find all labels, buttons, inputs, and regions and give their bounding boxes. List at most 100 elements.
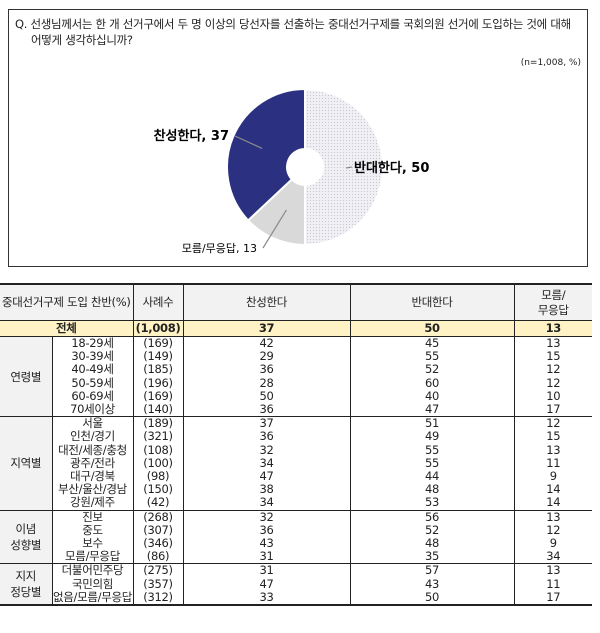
- row-label: 더불어민주당: [52, 563, 134, 578]
- value-cell: 9: [513, 469, 593, 484]
- value-cell: 37: [182, 416, 351, 431]
- value-cell: 55: [349, 350, 515, 364]
- row-label: 중도: [82, 522, 103, 537]
- value-cell: 12: [513, 523, 593, 538]
- row-label: 진보: [52, 509, 134, 524]
- value-cell: 33: [182, 590, 351, 607]
- value-cell: 60: [349, 376, 515, 390]
- table-row: 이념 성향별 진보 (268) 32 56 13: [0, 509, 593, 564]
- value-cell: 34: [182, 496, 351, 511]
- slice-0: [304, 87, 384, 247]
- sample-count: (196): [132, 376, 184, 390]
- value-cell: 36: [182, 430, 351, 444]
- value-cell: 45: [349, 336, 515, 351]
- sample-count: (357): [132, 577, 184, 591]
- value-cell: 15: [513, 350, 593, 364]
- value-cell: 53: [349, 496, 515, 511]
- value-cell: 43: [349, 577, 515, 591]
- table-row: 70세이상 (140) 36 47 17: [0, 402, 593, 417]
- row-label: 서울: [52, 416, 134, 431]
- value-cell: 52: [349, 363, 515, 377]
- table-row: 중도 (307) 36 52 12: [0, 522, 593, 538]
- value-cell: 40: [349, 389, 515, 404]
- sample-count: (185): [132, 363, 184, 377]
- value-cell: 13: [513, 443, 593, 457]
- value-cell: 11: [513, 577, 593, 591]
- value-cell: 34: [182, 456, 351, 471]
- sample-count: (268): [132, 509, 184, 524]
- total-row: 전체 (1,008) 37 50 13: [0, 320, 593, 337]
- value-cell: 15: [513, 430, 593, 444]
- value-cell: 14: [513, 483, 593, 497]
- row-label: 없음/모름/무응답: [52, 589, 134, 607]
- sample-count: (312): [132, 590, 184, 607]
- value-cell: 32: [182, 443, 351, 457]
- sample-count: (321): [132, 430, 184, 444]
- sample-count: (98): [132, 469, 184, 484]
- value-cell: 38: [182, 483, 351, 497]
- value-cell: 42: [182, 336, 351, 351]
- row-label: 강원/제주: [70, 495, 115, 510]
- row-label: 30-39세: [71, 349, 114, 364]
- leader-line-0: [345, 166, 352, 169]
- value-cell: 17: [513, 403, 593, 417]
- table-row: 국민의힘 (357) 47 43 11: [0, 577, 593, 591]
- sample-count: (42): [132, 496, 184, 511]
- value-cell: 47: [182, 577, 351, 591]
- sample-count: (189): [132, 416, 184, 431]
- value-cell: 37: [182, 320, 351, 337]
- table-row: 50-59세 (196) 28 60 12: [0, 376, 593, 390]
- group-label: 이념 성향별: [0, 509, 53, 564]
- sample-count: (307): [132, 523, 184, 538]
- leader-line-2: [234, 135, 263, 149]
- table-row: 없음/모름/무응답 (312) 33 50 17: [0, 589, 593, 607]
- value-cell: 13: [513, 563, 593, 578]
- table-row: 강원/제주 (42) 34 53 14: [0, 495, 593, 511]
- sample-count: (169): [132, 336, 184, 351]
- value-cell: 13: [513, 509, 593, 524]
- value-cell: 12: [513, 416, 593, 431]
- row-label: 40-49세: [71, 362, 114, 377]
- sample-count: (275): [132, 563, 184, 578]
- header-cell: 반대한다: [349, 283, 515, 321]
- value-cell: 9: [513, 536, 593, 551]
- value-cell: 34: [513, 550, 593, 564]
- value-cell: 50: [182, 389, 351, 404]
- value-cell: 31: [182, 550, 351, 564]
- value-cell: 12: [513, 376, 593, 390]
- group-label: 연령별: [0, 336, 53, 417]
- table-row: 60-69세 (169) 50 40 10: [0, 388, 593, 404]
- question-text: Q. 선생님께서는 한 개 선거구에서 두 명 이상의 당선자를 선출하는 중대…: [15, 17, 571, 31]
- sample-count: (150): [132, 483, 184, 497]
- row-label: 광주/전라: [70, 455, 115, 470]
- header-cell: 찬성한다: [182, 283, 351, 321]
- value-cell: 47: [349, 403, 515, 417]
- value-cell: 13: [513, 336, 593, 351]
- value-cell: 35: [349, 550, 515, 564]
- value-cell: 55: [349, 443, 515, 457]
- table-row: 광주/전라 (100) 34 55 11: [0, 455, 593, 471]
- row-label: 60-69세: [71, 388, 114, 403]
- table-row: 부산/울산/경남 (150) 38 48 14: [0, 482, 593, 497]
- table-row: 40-49세 (185) 36 52 12: [0, 362, 593, 377]
- value-cell: 14: [513, 496, 593, 511]
- row-label: 70세이상: [70, 402, 115, 417]
- row-label: 부산/울산/경남: [58, 482, 127, 497]
- table-row: 지역별 서울 (189) 37 51 12: [0, 416, 593, 511]
- value-cell: 52: [349, 523, 515, 538]
- value-cell: 50: [349, 590, 515, 607]
- value-cell: 28: [182, 376, 351, 390]
- table-row: 연령별 18-29세 (169) 42 45 13: [0, 336, 593, 417]
- value-cell: 56: [349, 509, 515, 524]
- question-text-line2: 어떻게 생각하십니까?: [31, 33, 133, 47]
- value-cell: 50: [349, 320, 515, 337]
- value-cell: 31: [182, 563, 351, 578]
- value-cell: 12: [513, 363, 593, 377]
- table-row: 대구/경북 (98) 47 44 9: [0, 469, 593, 484]
- sample-note: (n=1,008, %): [520, 58, 581, 68]
- value-cell: 10: [513, 389, 593, 404]
- row-label: 모름/무응답: [65, 549, 120, 564]
- value-cell: 44: [349, 469, 515, 484]
- value-cell: 17: [513, 590, 593, 607]
